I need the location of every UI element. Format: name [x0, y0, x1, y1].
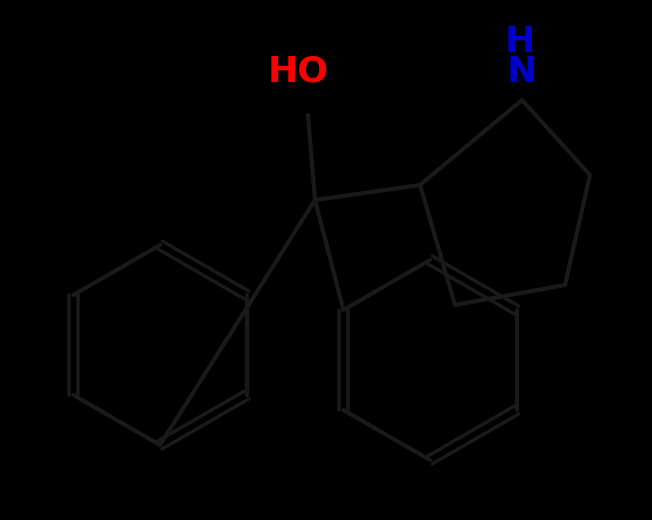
Text: HO: HO — [267, 55, 329, 89]
Text: N: N — [507, 55, 537, 89]
Text: H: H — [505, 25, 535, 59]
